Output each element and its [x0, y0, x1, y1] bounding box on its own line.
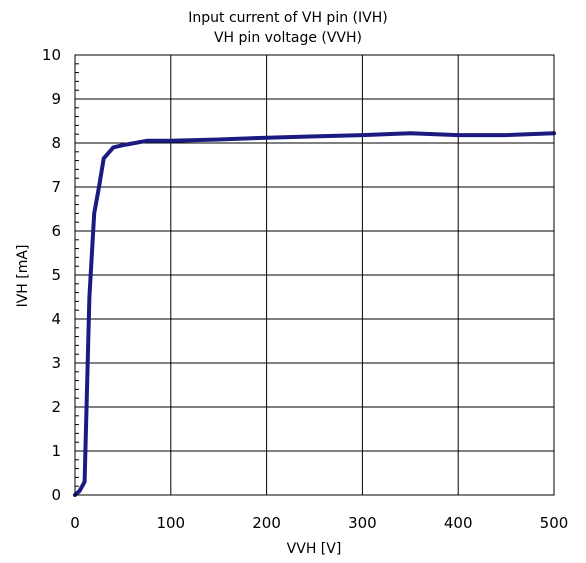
y-tick-label: 8 — [51, 134, 61, 152]
x-tick-label: 300 — [348, 514, 377, 532]
y-tick-label: 10 — [42, 46, 61, 64]
y-tick-label: 7 — [51, 178, 61, 196]
y-tick-label: 9 — [51, 90, 61, 108]
x-axis-label: VVH [V] — [287, 541, 342, 557]
plot-frame — [74, 54, 555, 496]
minor-ticks — [75, 54, 79, 496]
chart-title: Input current of VH pin (IVH) — [188, 10, 387, 26]
x-tick-label: 100 — [156, 514, 185, 532]
y-tick-label: 3 — [51, 354, 61, 372]
y-tick-label: 0 — [51, 486, 61, 504]
y-tick-label: 5 — [51, 266, 61, 284]
series-line — [73, 131, 556, 497]
x-tick-label: 0 — [70, 514, 80, 532]
y-tick-label: 4 — [51, 310, 61, 328]
series-group — [73, 131, 556, 497]
chart-subtitle: VH pin voltage (VVH) — [214, 30, 362, 46]
y-tick-label: 6 — [51, 222, 61, 240]
y-tick-label: 1 — [51, 442, 61, 460]
x-tick-label: 400 — [444, 514, 473, 532]
y-tick-labels: 0 1 2 3 4 5 6 7 8 9 10 — [42, 46, 61, 504]
x-tick-label: 200 — [252, 514, 281, 532]
x-tick-label: 500 — [540, 514, 569, 532]
y-tick-label: 2 — [51, 398, 61, 416]
grid — [74, 54, 555, 496]
y-axis-label: IVH [mA] — [15, 245, 31, 308]
x-tick-labels: 0 100 200 300 400 500 — [70, 514, 568, 532]
